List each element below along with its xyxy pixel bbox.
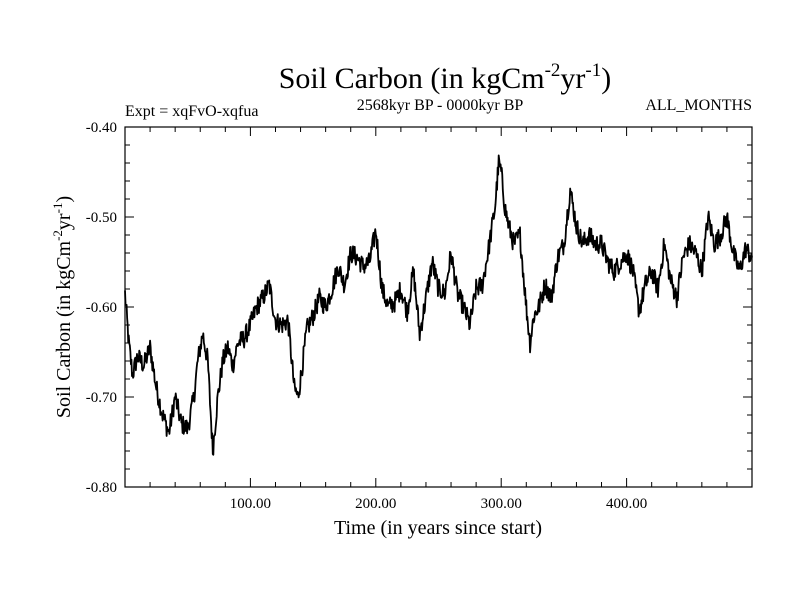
time-range-label: 2568kyr BP - 0000kyr BP [357,97,524,114]
x-tick-label: 200.00 [355,496,396,512]
plot-area: 100.00 200.00 300.00 400.00 -0.80 -0.70 -0.60 -… [86,120,753,512]
chart-title: Soil Carbon (in kgCm-2yr-1) [279,60,612,95]
x-tick-label: 100.00 [230,496,271,512]
y-tick-label: -0.40 [86,120,117,136]
y-tick-label: -0.60 [86,300,117,316]
months-label: ALL_MONTHS [645,97,752,114]
soil-carbon-line [124,154,753,456]
x-axis-label: Time (in years since start) [334,517,542,539]
x-tick-label: 400.00 [606,496,647,512]
y-tick-label: -0.70 [86,390,117,406]
y-axis-label: Soil Carbon (in kgCm-2yr-1) [50,196,75,418]
x-tick-label: 300.00 [481,496,522,512]
experiment-label: Expt = xqFvO-xqfua [125,103,258,120]
y-tick-label: -0.50 [86,210,117,226]
y-tick-label: -0.80 [86,480,117,496]
plot-frame [124,126,753,488]
